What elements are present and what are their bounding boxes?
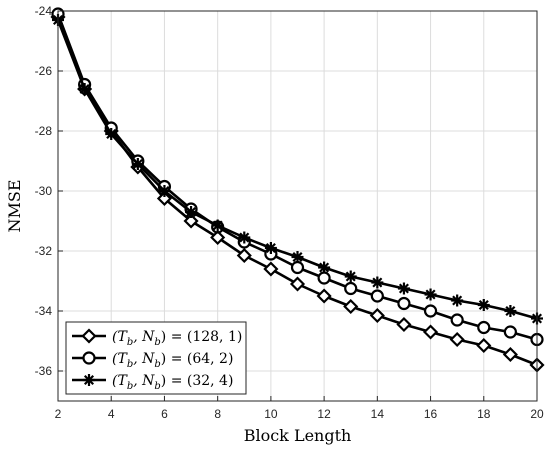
data-point-asterisk [158, 185, 171, 197]
data-point-diamond [449, 331, 465, 348]
data-point-asterisk [504, 305, 517, 317]
y-tick-label: -24 [35, 4, 53, 18]
legend-label: (Tb, Nb) = (32, 4) [112, 373, 233, 392]
data-point-circle [317, 271, 331, 285]
data-point-asterisk [318, 261, 331, 274]
data-point-diamond [422, 324, 439, 340]
data-point-diamond [369, 307, 385, 324]
data-point-circle [423, 304, 438, 318]
data-point-asterisk [291, 251, 304, 263]
x-tick-label: 20 [530, 407, 544, 421]
x-axis-label: Block Length [244, 426, 352, 445]
legend-marker-diamond [81, 328, 97, 344]
data-point-diamond [210, 229, 226, 246]
y-tick-label: -28 [35, 124, 53, 138]
legend-marker-circle [82, 351, 96, 365]
data-point-asterisk [238, 231, 251, 244]
x-tick-label: 12 [317, 407, 331, 421]
data-point-asterisk [105, 128, 118, 140]
data-point-diamond [289, 276, 306, 292]
y-tick-label: -32 [35, 244, 53, 258]
y-axis-label: NMSE [5, 179, 24, 232]
legend-label: (Tb, Nb) = (64, 2) [112, 351, 233, 370]
data-point-asterisk [344, 270, 357, 283]
plot-frame [57, 10, 538, 402]
y-tick-label: -30 [35, 184, 53, 198]
x-tick-label: 14 [371, 407, 385, 421]
data-point-diamond [316, 288, 332, 304]
data-point-diamond [183, 213, 199, 229]
data-point-asterisk [264, 242, 277, 254]
x-tick-label: 16 [424, 407, 438, 421]
data-point-diamond [263, 261, 279, 277]
data-point-diamond [502, 346, 518, 363]
y-tick-label: -34 [35, 304, 53, 318]
data-point-diamond [396, 316, 412, 333]
legend-label: (Tb, Nb) = (128, 1) [112, 329, 242, 348]
data-point-diamond [236, 247, 252, 264]
data-point-circle [477, 320, 491, 335]
data-point-asterisk [477, 299, 490, 311]
series-group [50, 7, 545, 373]
data-point-asterisk [185, 206, 198, 218]
data-point-asterisk [131, 158, 144, 170]
tick-labels: 2 4 6 8 10 12 14 16 18 20 -24 -26 -28 -30 -32 -34 -36 [35, 4, 544, 421]
data-point-circle [450, 313, 464, 327]
legend-entry: (Tb, Nb) = (32, 4) [72, 373, 233, 392]
legend-marker-asterisk [83, 374, 95, 386]
x-tick-label: 6 [161, 407, 168, 421]
x-tick-label: 4 [108, 407, 115, 421]
data-point-circle [344, 281, 358, 296]
data-point-asterisk [451, 294, 464, 307]
series-circle [51, 7, 544, 347]
data-point-asterisk [397, 282, 410, 295]
data-point-circle [290, 260, 305, 275]
x-tick-label: 2 [55, 407, 62, 421]
legend-entry: (Tb, Nb) = (128, 1) [72, 328, 242, 348]
x-tick-label: 18 [477, 407, 491, 421]
x-tick-label: 10 [264, 407, 278, 421]
data-point-asterisk [424, 288, 437, 301]
data-point-circle [397, 296, 411, 311]
data-point-asterisk [371, 276, 384, 289]
data-point-circle [370, 289, 384, 303]
data-point-diamond [476, 337, 492, 354]
x-tick-label: 8 [214, 407, 221, 421]
data-point-asterisk [211, 219, 224, 232]
data-point-asterisk [78, 83, 91, 95]
series-asterisk [52, 14, 543, 325]
y-tick-label: -26 [35, 64, 53, 78]
legend-entry: (Tb, Nb) = (64, 2) [72, 351, 233, 370]
data-point-diamond [343, 298, 359, 315]
y-tick-label: -36 [35, 364, 53, 378]
legend: (Tb, Nb) = (128, 1) (Tb, Nb) = (64, 2) (Tb… [65, 321, 247, 395]
data-point-circle [503, 325, 517, 339]
